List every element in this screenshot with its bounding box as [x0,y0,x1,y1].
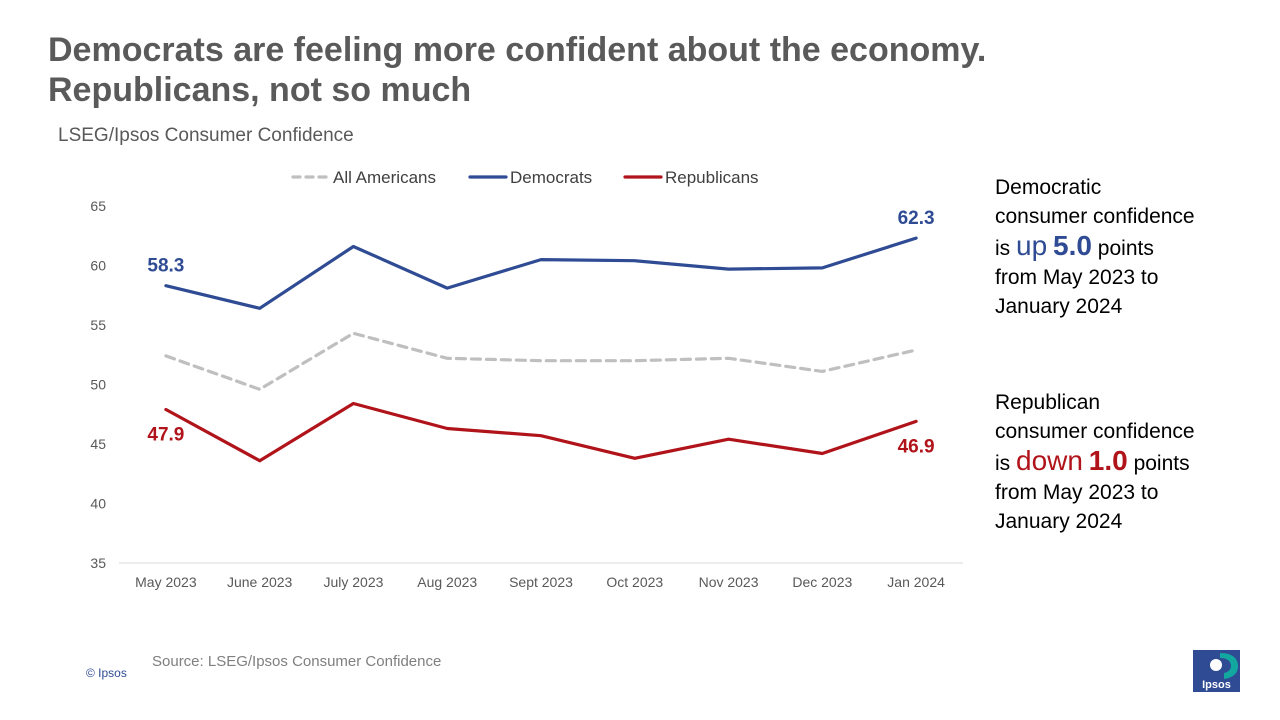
republican-note-line-1: Republican [995,391,1101,414]
y-tick-label-40: 40 [90,496,106,512]
democratic-direction: up [1016,230,1048,261]
x-tick-label-jan-2024: Jan 2024 [887,574,945,590]
data-label-democrats-jan-2024: 62.3 [898,208,935,229]
democratic-note-line-2: consumer confidence [995,205,1195,228]
democratic-note-line-3: is up 5.0 points [995,231,1265,263]
democratic-note-line-4: from May 2023 to [995,266,1159,289]
line-chart: 35 40 45 50 55 60 65 May 2023 June 2023 July 2023… [90,168,963,590]
x-tick-label-june-2023: June 2023 [227,574,293,590]
data-label-republicans-jan-2024: 46.9 [898,436,935,457]
republican-note-line-4: from May 2023 to [995,481,1159,504]
y-tick-label-45: 45 [90,436,106,452]
x-tick-label-nov-2023: Nov 2023 [699,574,759,590]
democratic-note-prefix: is [995,237,1011,260]
logo-dot [1210,659,1222,671]
x-tick-label-aug-2023: Aug 2023 [417,574,477,590]
x-tick-label-oct-2023: Oct 2023 [606,574,663,590]
legend-label-democrats: Democrats [510,168,592,187]
republican-note-prefix: is [995,452,1011,475]
democratic-note-suffix: points [1097,237,1154,260]
series-line-republicans [164,401,918,463]
democratic-change-value: 5.0 [1053,230,1092,261]
copyright: © Ipsos [86,666,127,680]
republican-change-value: 1.0 [1088,445,1128,476]
title-line-1: Democrats are feeling more confident abo… [48,31,987,69]
x-tick-label-sept-2023: Sept 2023 [509,574,573,590]
legend-label-republicans: Republicans [665,168,759,187]
title-line-2: Republicans, not so much [48,71,472,109]
series-line-all-americans [164,331,918,391]
republican-note-line-5: January 2024 [995,510,1123,533]
data-label-republicans-may-2023: 47.9 [147,424,184,445]
ipsos-logo: Ipsos [1193,650,1240,692]
republican-direction: down [1016,445,1083,476]
page-title: Democrats are feeling more confident abo… [48,30,1198,110]
y-tick-label-55: 55 [90,317,106,333]
series-line-democrats [164,236,918,310]
y-tick-label-35: 35 [90,555,106,571]
chart-subtitle: LSEG/Ipsos Consumer Confidence [58,125,354,146]
democratic-note-line-1: Democratic [995,176,1102,199]
x-tick-label-july-2023: July 2023 [323,574,383,590]
republican-note-line-2: consumer confidence [995,420,1195,443]
democratic-note-line-5: January 2024 [995,295,1123,318]
logo-wordmark: Ipsos [1202,679,1231,691]
y-tick-label-65: 65 [90,198,106,214]
logo-accent-shape [1220,653,1238,679]
republican-note-suffix: points [1133,452,1190,475]
y-tick-label-50: 50 [90,377,106,393]
data-label-democrats-may-2023: 58.3 [147,256,184,277]
y-tick-label-60: 60 [90,258,106,274]
democratic-note: Democratic consumer confidence is up 5.0… [995,173,1265,321]
x-tick-label-dec-2023: Dec 2023 [792,574,852,590]
republican-note-line-3: is down 1.0 points [995,446,1265,478]
source-note: Source: LSEG/Ipsos Consumer Confidence [152,653,442,670]
x-tick-label-may-2023: May 2023 [135,574,197,590]
republican-note: Republican consumer confidence is down 1… [995,388,1265,536]
legend-label-all-americans: All Americans [333,168,436,187]
